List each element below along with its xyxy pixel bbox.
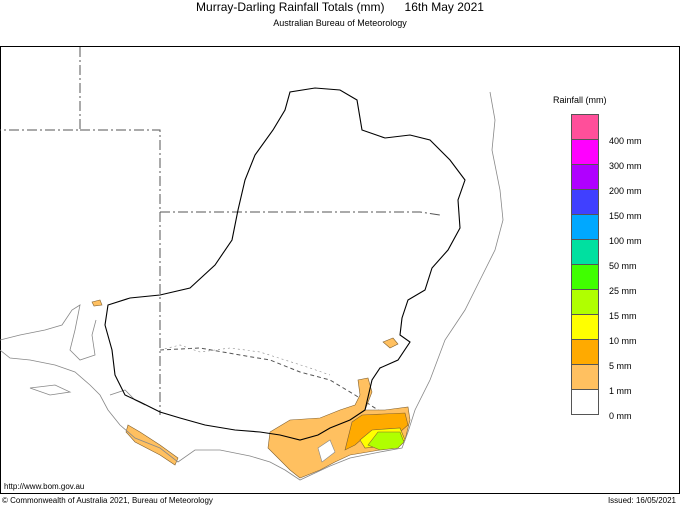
legend-swatch <box>571 264 599 290</box>
legend-swatch <box>571 239 599 265</box>
legend-label: 5 mm <box>609 361 632 371</box>
legend-label: 1 mm <box>609 386 632 396</box>
legend-swatch <box>571 364 599 390</box>
legend-label: 0 mm <box>609 411 632 421</box>
legend-swatch <box>571 314 599 340</box>
state-borders <box>0 47 441 431</box>
legend-title: Rainfall (mm) <box>553 95 607 105</box>
legend-label: 25 mm <box>609 286 637 296</box>
map-subtitle: Australian Bureau of Meteorology <box>273 18 407 28</box>
legend-swatch <box>571 139 599 165</box>
legend-swatch <box>571 389 599 415</box>
coastline <box>0 91 504 481</box>
copyright: © Commonwealth of Australia 2021, Bureau… <box>2 496 213 505</box>
legend-label: 50 mm <box>609 261 637 271</box>
legend-label: 15 mm <box>609 311 637 321</box>
legend-swatch <box>571 164 599 190</box>
legend-label: 10 mm <box>609 336 637 346</box>
legend-label: 100 mm <box>609 236 642 246</box>
issued-date: Issued: 16/05/2021 <box>607 496 676 505</box>
legend-swatch <box>571 214 599 240</box>
legend-label: 150 mm <box>609 211 642 221</box>
catchment-lines <box>159 344 331 376</box>
legend-swatch <box>571 289 599 315</box>
rain-1mm-main <box>267 377 411 479</box>
legend-label: 200 mm <box>609 186 642 196</box>
source-url[interactable]: http://www.bom.gov.au <box>4 482 85 491</box>
legend: 400 mm 300 mm 200 mm 150 mm 100 mm 50 mm 25 mm… <box>571 114 642 421</box>
legend-swatch <box>571 189 599 215</box>
legend-swatch <box>571 339 599 365</box>
murray-darling-basin-outline <box>104 87 466 441</box>
rainfall-areas <box>91 299 411 479</box>
map-title: Murray-Darling Rainfall Totals (mm) 16th… <box>196 0 484 14</box>
legend-label: 300 mm <box>609 161 642 171</box>
legend-swatch <box>571 114 599 140</box>
legend-label: 400 mm <box>609 136 642 146</box>
